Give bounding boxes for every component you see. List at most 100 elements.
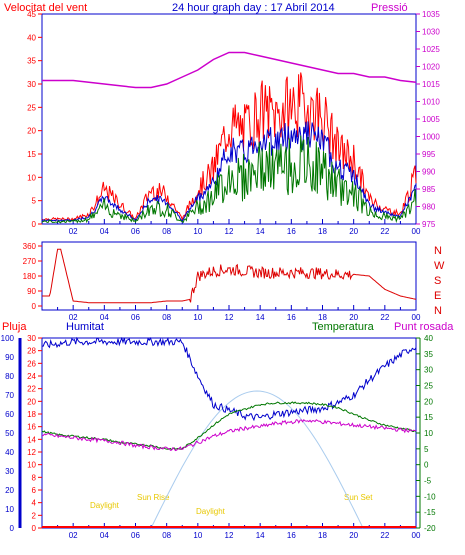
- compass-label: W: [434, 260, 445, 272]
- rain-tick-label: 16: [27, 423, 36, 432]
- time-tick-label: 20: [349, 227, 358, 236]
- rain-tick-label: 6: [32, 486, 37, 495]
- rain-tick-label: 20: [27, 397, 36, 406]
- wind-panel: [41, 13, 417, 225]
- time-tick-label: 16: [287, 531, 296, 540]
- humidity-tick-label: 20: [5, 486, 14, 495]
- time-tick-label: 02: [69, 531, 78, 540]
- wind-tick-label: 0: [32, 220, 37, 229]
- pressure-tick-label: 1035: [422, 10, 440, 19]
- time-tick-label: 10: [193, 531, 202, 540]
- rain-tick-label: 14: [27, 435, 36, 444]
- pressure-tick-label: 990: [422, 168, 436, 177]
- rain-tick-label: 28: [27, 347, 36, 356]
- time-tick-label: 16: [287, 227, 296, 236]
- wind-tick-label: 5: [32, 197, 37, 206]
- temperature-line: [41, 401, 417, 451]
- header-title: 24 hour graph day : 17 Abril 2014: [172, 2, 335, 14]
- pressure-tick-label: 1025: [422, 45, 440, 54]
- rain-tick-label: 0: [32, 524, 37, 533]
- rain-tick-label: 30: [27, 334, 36, 343]
- header-wind-label: Velocitat del vent: [4, 2, 87, 14]
- rain-tick-label: 10: [27, 461, 36, 470]
- pressure-tick-label: 980: [422, 203, 436, 212]
- pressure-line: [42, 51, 417, 89]
- header-pressure-label: Pressió: [371, 2, 408, 14]
- rain-tick-label: 22: [27, 385, 36, 394]
- time-tick-label: 06: [131, 531, 140, 540]
- time-tick-label: 04: [100, 313, 109, 322]
- sun-elevation-curve: [150, 390, 364, 529]
- direction-panel: [41, 241, 417, 311]
- dewpoint-line: [41, 419, 416, 452]
- temp-tick-label: 40: [424, 334, 433, 343]
- pressure-tick-label: 1000: [422, 133, 440, 142]
- wind-direction-line: [42, 248, 417, 304]
- compass-label: N: [434, 305, 442, 317]
- time-tick-label: 16: [287, 313, 296, 322]
- humidity-tick-label: 70: [5, 391, 14, 400]
- temp-tick-label: 10: [424, 429, 433, 438]
- humidity-tick-label: 80: [5, 372, 14, 381]
- humidity-tick-label: 40: [5, 448, 14, 457]
- atmos-panel: [41, 337, 417, 529]
- wind-tick-label: 35: [27, 57, 36, 66]
- sunrise-label: Sun Rise: [137, 493, 170, 502]
- wind-low-line: [41, 135, 417, 224]
- humidity-tick-label: 100: [1, 334, 15, 343]
- temp-tick-label: 15: [424, 413, 433, 422]
- time-tick-label: 04: [100, 531, 109, 540]
- direction-tick-label: 360: [23, 242, 37, 251]
- daylight-left-label: Daylight: [90, 501, 120, 510]
- wind-tick-label: 15: [27, 150, 36, 159]
- daylight-mid-label: Daylight: [196, 507, 226, 516]
- temp-tick-label: 25: [424, 382, 433, 391]
- time-tick-label: 00: [412, 227, 421, 236]
- temp-tick-label: 20: [424, 397, 433, 406]
- time-tick-label: 06: [131, 313, 140, 322]
- time-tick-label: 20: [349, 531, 358, 540]
- time-tick-label: 00: [412, 313, 421, 322]
- wind-tick-label: 40: [27, 33, 36, 42]
- pressure-tick-label: 1005: [422, 115, 440, 124]
- dewpoint-label: Punt rosada: [394, 321, 454, 333]
- wind-tick-label: 45: [27, 10, 36, 19]
- time-tick-label: 20: [349, 313, 358, 322]
- humidity-tick-label: 30: [5, 467, 14, 476]
- sunset-label: Sun Set: [344, 493, 373, 502]
- time-tick-label: 10: [193, 313, 202, 322]
- humidity-tick-label: 0: [10, 524, 15, 533]
- pressure-tick-label: 995: [422, 150, 436, 159]
- time-tick-label: 22: [380, 531, 389, 540]
- time-tick-label: 14: [256, 531, 265, 540]
- rain-tick-label: 18: [27, 410, 36, 419]
- compass-label: E: [434, 290, 441, 302]
- time-tick-label: 18: [318, 227, 327, 236]
- wind-tick-label: 10: [27, 173, 36, 182]
- humidity-line: [41, 336, 417, 422]
- rain-tick-label: 26: [27, 359, 36, 368]
- pressure-tick-label: 1030: [422, 28, 440, 37]
- time-tick-label: 06: [131, 227, 140, 236]
- time-tick-label: 18: [318, 313, 327, 322]
- temp-tick-label: -5: [424, 477, 432, 486]
- temp-tick-label: 0: [424, 461, 429, 470]
- humidity-tick-label: 50: [5, 429, 14, 438]
- time-tick-label: 22: [380, 227, 389, 236]
- direction-tick-label: 0: [32, 302, 37, 311]
- time-tick-label: 14: [256, 313, 265, 322]
- temp-tick-label: -10: [424, 492, 436, 501]
- time-tick-label: 08: [162, 531, 171, 540]
- time-tick-label: 12: [225, 227, 234, 236]
- direction-tick-label: 270: [23, 257, 37, 266]
- rain-tick-label: 2: [32, 511, 37, 520]
- wind-gust-line: [41, 72, 417, 222]
- pressure-tick-label: 975: [422, 220, 436, 229]
- humidity-tick-label: 10: [5, 505, 14, 514]
- rain-label: Pluja: [2, 321, 27, 333]
- temp-tick-label: -20: [424, 524, 436, 533]
- time-tick-label: 12: [225, 313, 234, 322]
- pressure-tick-label: 1015: [422, 80, 440, 89]
- time-tick-label: 02: [69, 227, 78, 236]
- rain-tick-label: 8: [32, 473, 37, 482]
